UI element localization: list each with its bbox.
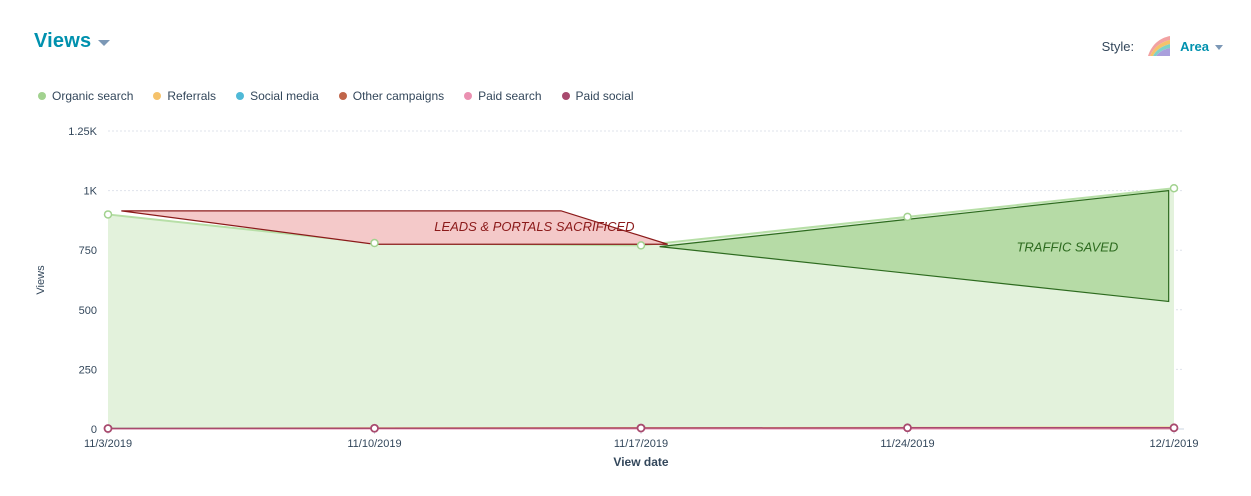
organic-search-point — [103, 210, 113, 219]
y-tick-label: 500 — [79, 305, 97, 317]
chart-title[interactable]: Views — [34, 30, 92, 52]
x-tick-label: 11/3/2019 — [84, 438, 132, 450]
legend-dot — [338, 92, 347, 100]
legend-item[interactable]: Paid social — [561, 89, 634, 103]
x-tick-label: 11/10/2019 — [347, 438, 401, 450]
chart-legend: Organic search Referrals Social media Other… — [38, 89, 654, 103]
annotation-label: LEADS & PORTALS SACRIFICED — [434, 219, 634, 234]
annotation-shape — [121, 210, 668, 245]
area-chart-style-icon[interactable] — [1146, 34, 1172, 58]
style-control[interactable]: Style: Area — [1102, 34, 1223, 58]
annotation-label: TRAFFIC SAVED — [1016, 239, 1118, 254]
legend-dot — [236, 92, 245, 100]
x-axis-title: View date — [613, 455, 668, 469]
legend-item[interactable]: Social media — [236, 89, 319, 103]
legend-label: Other campaigns — [352, 89, 445, 103]
organic-search-point — [370, 238, 379, 248]
x-tick-label: 11/24/2019 — [880, 438, 934, 450]
y-tick-label: 1.25K — [68, 126, 97, 138]
chart-header: Views — [34, 30, 111, 53]
legend-dot — [561, 92, 570, 100]
paid-social-point — [636, 423, 646, 433]
legend-dot — [153, 92, 162, 100]
title-dropdown-icon[interactable] — [98, 39, 111, 46]
x-tick-label: 11/17/2019 — [614, 438, 668, 450]
x-tick-label: 12/1/2019 — [1150, 438, 1199, 450]
legend-item[interactable]: Paid search — [464, 89, 542, 103]
organic-search-point — [636, 241, 646, 250]
legend-item[interactable]: Organic search — [38, 89, 133, 103]
legend-label: Referrals — [167, 89, 217, 103]
organic-search-point — [1169, 183, 1179, 193]
legend-label: Paid social — [575, 89, 634, 103]
paid-social-point — [1169, 423, 1179, 433]
style-dropdown-icon[interactable] — [1215, 44, 1223, 50]
y-tick-label: 250 — [79, 364, 97, 376]
legend-label: Social media — [250, 89, 319, 103]
y-tick-label: 0 — [91, 424, 97, 436]
y-tick-label: 750 — [79, 245, 97, 257]
legend-item[interactable]: Other campaigns — [338, 89, 445, 103]
legend-dot — [464, 92, 473, 100]
y-axis-title: Views — [35, 265, 47, 295]
annotation-shape — [659, 189, 1170, 303]
paid-social-point — [903, 423, 912, 433]
y-tick-label: 1K — [84, 186, 98, 198]
legend-label: Paid search — [478, 89, 542, 103]
paid-social-point — [103, 424, 113, 433]
style-value[interactable]: Area — [1180, 38, 1209, 54]
legend-label: Organic search — [52, 89, 134, 103]
organic-search-point — [903, 212, 912, 222]
style-label: Style: — [1101, 38, 1135, 54]
legend-dot — [38, 92, 46, 100]
paid-social-point — [370, 423, 379, 433]
legend-item[interactable]: Referrals — [153, 89, 216, 103]
